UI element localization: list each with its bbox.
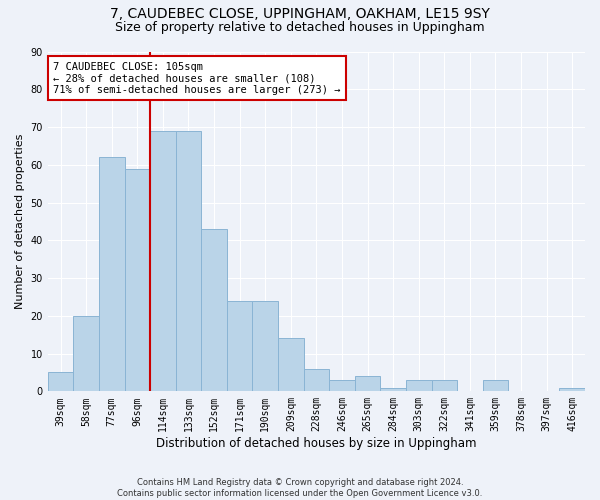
Bar [559,388,585,392]
Text: Size of property relative to detached houses in Uppingham: Size of property relative to detached ho… [115,21,485,34]
Bar [227,300,253,392]
Bar [73,316,99,392]
Bar [355,376,380,392]
Bar [278,338,304,392]
Bar [201,229,227,392]
Y-axis label: Number of detached properties: Number of detached properties [15,134,25,309]
Bar [380,388,406,392]
Bar [329,380,355,392]
Bar [48,372,73,392]
Bar [176,131,201,392]
Bar [150,131,176,392]
Text: 7 CAUDEBEC CLOSE: 105sqm
← 28% of detached houses are smaller (108)
71% of semi-: 7 CAUDEBEC CLOSE: 105sqm ← 28% of detach… [53,62,341,95]
Bar [406,380,431,392]
Bar [304,368,329,392]
Bar [431,380,457,392]
Bar [482,380,508,392]
Bar [125,168,150,392]
Text: Contains HM Land Registry data © Crown copyright and database right 2024.
Contai: Contains HM Land Registry data © Crown c… [118,478,482,498]
Text: 7, CAUDEBEC CLOSE, UPPINGHAM, OAKHAM, LE15 9SY: 7, CAUDEBEC CLOSE, UPPINGHAM, OAKHAM, LE… [110,8,490,22]
Bar [99,157,125,392]
Bar [253,300,278,392]
X-axis label: Distribution of detached houses by size in Uppingham: Distribution of detached houses by size … [156,437,476,450]
